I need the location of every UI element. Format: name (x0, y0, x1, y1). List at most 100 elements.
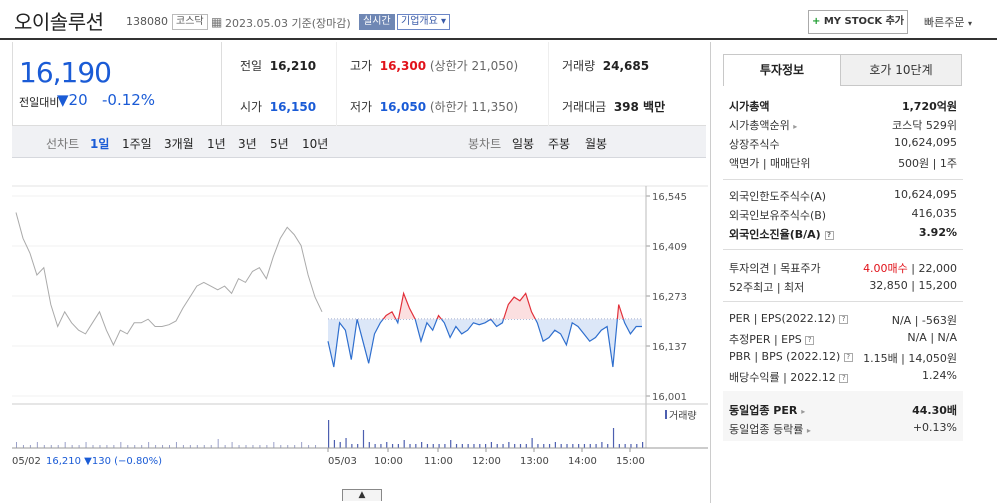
chart-period-tabs: 선차트 1일 1주일 3개월 1년 3년 5년 10년 봉차트 일봉 주봉 월봉 (12, 126, 706, 158)
tab-weekly[interactable]: 주봉 (548, 137, 571, 151)
volume-bar (29, 445, 31, 448)
company-name: 오이솔루션 (14, 10, 104, 34)
volume-bar (357, 444, 359, 448)
volume-legend-label: 거래량 (669, 410, 697, 422)
foreign-ratio-row: 외국인소진율(B/A) ? 3.92% (729, 226, 957, 241)
quick-order-link[interactable]: 빠른주문 ▾ (924, 16, 972, 29)
chevron-down-icon: ▾ (967, 19, 972, 28)
tab-10y[interactable]: 10년 (302, 137, 329, 151)
volume-bar (259, 445, 261, 448)
help-icon[interactable]: ? (824, 230, 834, 240)
help-icon[interactable]: ? (843, 352, 853, 362)
tab-1y[interactable]: 1년 (207, 137, 226, 151)
mystock-add-button[interactable]: + MY STOCK 추가 (808, 10, 908, 34)
volume-bar (426, 444, 429, 448)
tab-5y[interactable]: 5년 (270, 137, 289, 151)
volume-bar (339, 442, 341, 448)
volume-bar (36, 442, 38, 448)
listed-shares-row: 상장주식수 10,624,095 (729, 136, 957, 151)
volume-bar (589, 444, 591, 448)
volume-bar (148, 442, 150, 448)
volume-bar (636, 444, 638, 448)
volume-bar (607, 444, 609, 448)
basis-date: 2023.05.03 기준(장마감) (225, 17, 351, 30)
volume-bar (560, 444, 562, 448)
company-overview-dropdown[interactable]: 기업개요 ▾ (397, 14, 451, 30)
volume-bar (22, 445, 24, 448)
volume-bar (113, 445, 115, 448)
volume-bar (572, 444, 574, 448)
volume-bar (421, 442, 423, 448)
chevron-up-icon: ▲ (358, 490, 366, 500)
volume-bar (16, 442, 17, 448)
help-icon[interactable]: ? (839, 373, 849, 383)
prev-close: 전일 16,210 (240, 59, 317, 73)
volume-bar (450, 440, 452, 448)
help-icon[interactable]: ? (805, 335, 815, 345)
tab-daily[interactable]: 일봉 (512, 137, 535, 151)
volume-bar (595, 444, 597, 448)
chevron-right-icon: ▸ (806, 426, 811, 435)
intraday-price-chart[interactable]: 16,545 16,409 16,273 16,137 16,001 거래량 05/02 05… (12, 158, 708, 488)
x-tick-label: 11:00 (424, 456, 453, 467)
x-tick-label: 05/03 (328, 456, 357, 467)
plus-icon: + (811, 16, 821, 27)
help-icon[interactable]: ? (839, 314, 849, 324)
x-tick-label: 05/02 (12, 456, 41, 467)
market-cap-rank-row[interactable]: 시가총액순위 ▸ 코스닥 529위 (729, 119, 957, 132)
stock-header: 오이솔루션 138080 코스닥 ▦ 2023.05.03 기준(장마감) 실시… (0, 0, 997, 40)
volume-bar (386, 442, 388, 448)
low-price: 저가 16,050 (하한가 11,350) (350, 100, 519, 114)
market-cap-row: 시가총액 1,720억원 (729, 100, 957, 113)
volume-bar (71, 445, 73, 448)
volume-bar (467, 444, 469, 448)
tab-monthly[interactable]: 월봉 (585, 137, 608, 151)
volume-bar (280, 445, 282, 448)
per-row: PER | EPS(2022.12) ? N/A | -563원 (729, 312, 957, 327)
volume-bar (490, 442, 493, 448)
volume-bar (601, 442, 603, 448)
volume-bar (432, 444, 434, 448)
peer-per-row[interactable]: 동일업종 PER ▸ 44.30배 (729, 404, 957, 417)
opinion-row: 투자의견 | 목표주가 4.00매수 | 22,000 (729, 262, 957, 275)
volume-bar (231, 442, 233, 448)
chart-expand-button[interactable]: ▲ (342, 489, 382, 501)
volume-bar (583, 444, 586, 448)
volume-bar (508, 442, 510, 448)
series-line-0502 (15, 212, 323, 347)
current-price-box: 16,190 전일대비 ▼20 -0.12% (12, 42, 222, 126)
estimated-per-row: 추정PER | EPS ? N/A | N/A (729, 331, 957, 346)
volume-bar (182, 445, 184, 448)
candle-chart-label: 봉차트 (468, 137, 502, 151)
volume-bar (245, 445, 247, 448)
volume-bar (252, 445, 254, 448)
volume-bar (525, 444, 527, 448)
volume-bar (548, 444, 551, 448)
tab-investment-info[interactable]: 투자정보 (723, 54, 841, 86)
52week-row: 52주최고 | 최저 32,850 | 15,200 (729, 279, 957, 294)
volume-bar (273, 442, 275, 448)
tab-order-book[interactable]: 호가 10단계 (841, 54, 962, 86)
tab-3m[interactable]: 3개월 (164, 137, 194, 151)
realtime-badge[interactable]: 실시간 (359, 14, 395, 30)
volume-bar (217, 439, 219, 448)
peer-change-row[interactable]: 동일업종 등락률 ▸ +0.13% (729, 421, 957, 436)
line-chart-label: 선차트 (46, 137, 80, 151)
prev-day-summary-value: 16,210 ▼130 (−0.80%) (46, 456, 162, 467)
y-tick-label: 16,137 (652, 342, 687, 353)
volume-bar (64, 442, 66, 448)
volume-bar (485, 444, 487, 448)
volume-bar (374, 444, 376, 448)
volume-bar (409, 444, 411, 448)
tab-3y[interactable]: 3년 (238, 137, 257, 151)
tab-1w[interactable]: 1주일 (122, 137, 152, 151)
volume-bar (578, 444, 580, 448)
volume-bar (134, 445, 136, 448)
volume: 거래량 24,685 (562, 59, 650, 73)
tab-1d[interactable]: 1일 (90, 137, 110, 151)
volume-bar (238, 445, 240, 448)
market-badge: 코스닥 (172, 14, 208, 30)
volume-bar (189, 445, 191, 448)
volume-bar (169, 445, 170, 448)
volume-bar (624, 444, 626, 448)
